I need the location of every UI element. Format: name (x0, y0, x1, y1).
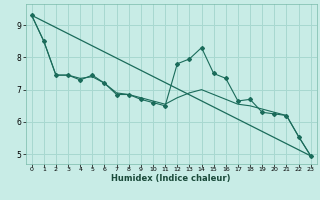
X-axis label: Humidex (Indice chaleur): Humidex (Indice chaleur) (111, 174, 231, 183)
